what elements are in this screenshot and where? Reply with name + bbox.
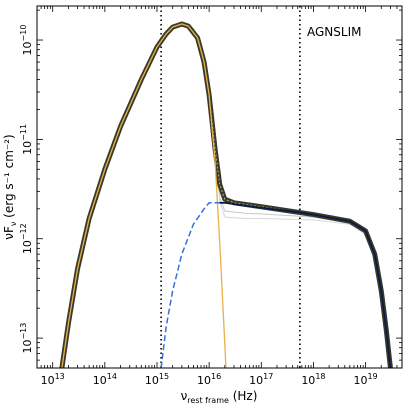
series-disc-component [61, 23, 227, 368]
series-total-model-band [59, 21, 393, 368]
x-axis-label: νrest frame (Hz) [181, 389, 258, 405]
x-tick-label: 1016 [197, 372, 221, 387]
x-tick-labels: 1013 1014 1015 1016 1017 1018 1019 [41, 372, 378, 387]
x-tick-label: 1015 [145, 372, 169, 387]
x-tick-label: 1014 [93, 372, 117, 387]
series-alt-model-1 [181, 25, 391, 368]
reference-lines [160, 6, 301, 368]
y-axis-label: νFν (erg s⁻¹ cm⁻²) [2, 134, 18, 239]
y-tick-label: 10−11 [19, 124, 34, 155]
y-tick-label: 10−13 [19, 323, 34, 354]
x-tick-label: 1017 [249, 372, 273, 387]
model-annotation: AGNSLIM [307, 25, 361, 39]
y-tick-label: 10−12 [19, 223, 34, 254]
x-tick-label: 1019 [353, 372, 377, 387]
series-comptonised-fit [219, 201, 392, 368]
x-tick-label: 1013 [41, 372, 65, 387]
x-tick-label: 1018 [301, 372, 325, 387]
series-alt-model-2 [181, 24, 391, 368]
y-tick-labels: 10−13 10−12 10−11 10−10 [19, 25, 34, 354]
y-tick-label: 10−10 [19, 25, 34, 56]
plot-frame [36, 5, 403, 369]
series-lines [59, 21, 393, 368]
